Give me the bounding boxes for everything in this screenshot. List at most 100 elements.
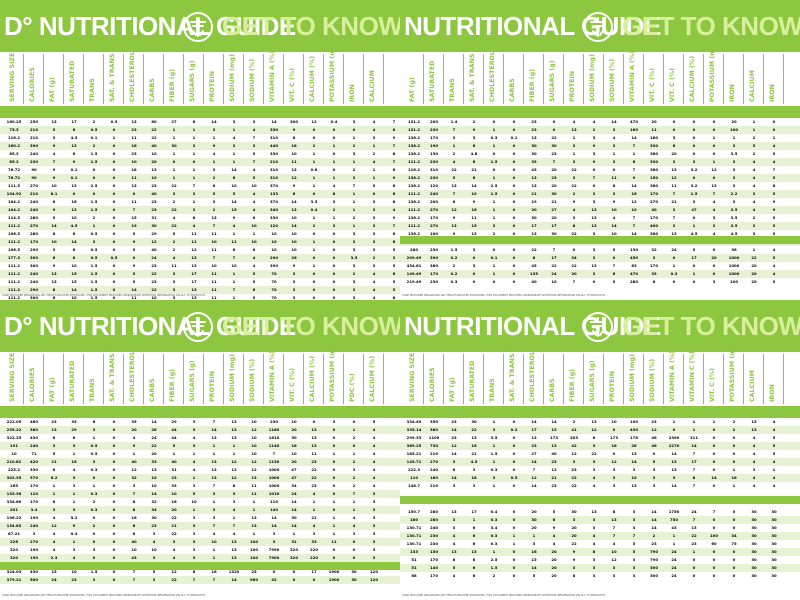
table-cell: 4 [372, 443, 376, 448]
table-cell: 5 [132, 231, 136, 236]
table-cell: 4.8 [470, 151, 478, 156]
table-cell: 170 [650, 263, 658, 268]
table-cell: 300 [30, 255, 38, 260]
table-cell: 0.3 [490, 517, 498, 522]
table-cell: 4.5 [730, 231, 738, 236]
table-cell: 0 [772, 119, 776, 124]
table-cell: 322.25 [6, 435, 22, 440]
table-cell: 9 [572, 549, 576, 554]
table-cell: 42 [271, 577, 277, 582]
table-cell: 222.3 [407, 467, 420, 472]
table-cell: 150 [430, 549, 438, 554]
table-cell: 5 [192, 491, 196, 496]
table-row: 106.5 290 3 6 0.5 0 5 40 2 12 11 6 6 10 10 1 0 3 3 5 [0, 246, 400, 254]
table-row: 255.22 380 13 29 3 0 20 26 44 3 14 13 12 1160 20 13 0 1 4 [0, 426, 400, 434]
table-cell: 11 [191, 239, 197, 244]
table-cell: 13 [151, 467, 157, 472]
table-cell: 30 [751, 565, 757, 570]
table-cell: 0 [92, 475, 96, 480]
table-cell: 16 [131, 143, 137, 148]
table-cell: 1 [332, 499, 336, 504]
table-cell: 13 [451, 509, 457, 514]
table-cell: 1100 [428, 435, 440, 440]
table-cell: 2 [752, 135, 756, 140]
table-cell: 3.5 [310, 199, 318, 204]
table-cell: 1 [772, 467, 776, 472]
column-divider [363, 354, 364, 404]
table-cell: 3 [712, 279, 716, 284]
table-cell: 4 [452, 573, 456, 578]
table-cell: 0 [492, 279, 496, 284]
table-cell: 3 [52, 135, 56, 140]
table-cell: 3 [192, 539, 196, 544]
table-cell: 100 [730, 279, 738, 284]
table-cell: 23 [451, 435, 457, 440]
table-cell: 75 [731, 541, 737, 546]
table-cell: 10 [51, 183, 57, 188]
table-cell: 7 [272, 451, 276, 456]
table-row: 130.71 240 3 6 3.4 0 20 9 20 3 7 3 14 43 13 0 0 30 30 [400, 524, 800, 532]
table-cell: 173 [610, 435, 618, 440]
table-cell: 1 [312, 175, 316, 180]
table-cell: 0 [512, 565, 516, 570]
column-header: SODIUM (mg) [228, 54, 242, 104]
table-cell: 12 [51, 523, 57, 528]
table-cell: 51 [411, 557, 417, 562]
table-cell: 240 [30, 271, 38, 276]
table-cell: 0 [112, 515, 116, 520]
table-cell: 0 [112, 167, 116, 172]
table-row: 225.2 330 6 4 0.3 0 12 13 31 4 13 12 12 1000 47 22 0 3 4 [0, 466, 400, 474]
table-cell: 13 [591, 223, 597, 228]
table-cell: 1 [312, 247, 316, 252]
table-cell: 30 [751, 509, 757, 514]
table-row: 111.2 270 13 15 3 0 17 17 8 13 14 7 400 3 1 3 3.5 3 5 [400, 222, 800, 230]
table-cell: 1 [692, 223, 696, 228]
table-cell: 111.2 [407, 191, 420, 196]
table-cell: 9 [452, 215, 456, 220]
column-divider [83, 354, 84, 404]
table-cell: 434.61 [406, 263, 422, 268]
table-cell: 10 [251, 443, 257, 448]
table-cell: 4 [52, 515, 56, 520]
table-cell: 5 [392, 279, 396, 284]
column-header: IRON [768, 354, 782, 404]
table-cell: 290 [30, 287, 38, 292]
table-cell: 4 [372, 427, 376, 432]
table-cell: 0 [712, 271, 716, 276]
table-cell: 13 [231, 539, 237, 544]
table-cell: 7 [252, 135, 256, 140]
table-cell: 0 [112, 127, 116, 132]
table-cell: 13 [671, 459, 677, 464]
table-cell: 23 [451, 419, 457, 424]
table-cell: 10 [251, 435, 257, 440]
table-cell: 14 [231, 199, 237, 204]
column-divider [83, 54, 84, 104]
table-cell: 13 [231, 547, 237, 552]
column-divider [223, 54, 224, 104]
table-cell: 310 [430, 167, 438, 172]
table-row: 150.7 280 13 17 0.4 0 20 5 30 13 8 3 14 1750 24 7 0 30 30 [400, 508, 800, 516]
table-cell: 0 [512, 199, 516, 204]
table-cell: 4 [372, 287, 376, 292]
table-row: 111.2 170 10 14 3 0 9 12 2 11 10 11 10 10 10 1 0 3 3 6 [0, 238, 400, 246]
table-cell: 3 [52, 247, 56, 252]
table-cell: 14 [291, 223, 297, 228]
column-header: CARBS [148, 354, 162, 404]
column-header: VIT. C (%) [708, 354, 722, 404]
table-row: 111.2 270 12 16 1 0 20 27 4 13 10 10 40 3 47 4 3.5 4 9 [400, 206, 800, 214]
table-cell: 3 [632, 557, 636, 562]
table-cell: 255.22 [6, 427, 22, 432]
table-cell: 6 [192, 119, 196, 124]
column-divider [323, 354, 324, 404]
column-header: SODIUM (mg) [628, 354, 642, 404]
table-cell: 3 [592, 247, 596, 252]
table-cell: 10 [151, 475, 157, 480]
table-cell: 380 [30, 427, 38, 432]
column-header-label: POTASSIUM (mg) [329, 341, 336, 402]
table-cell: 10 [291, 231, 297, 236]
column-header: VIT. C (%) [668, 54, 682, 104]
table-cell: 22 [451, 167, 457, 172]
table-cell: 470 [630, 119, 638, 124]
table-cell: 120 [270, 223, 278, 228]
table-cell: 20 [551, 549, 557, 554]
